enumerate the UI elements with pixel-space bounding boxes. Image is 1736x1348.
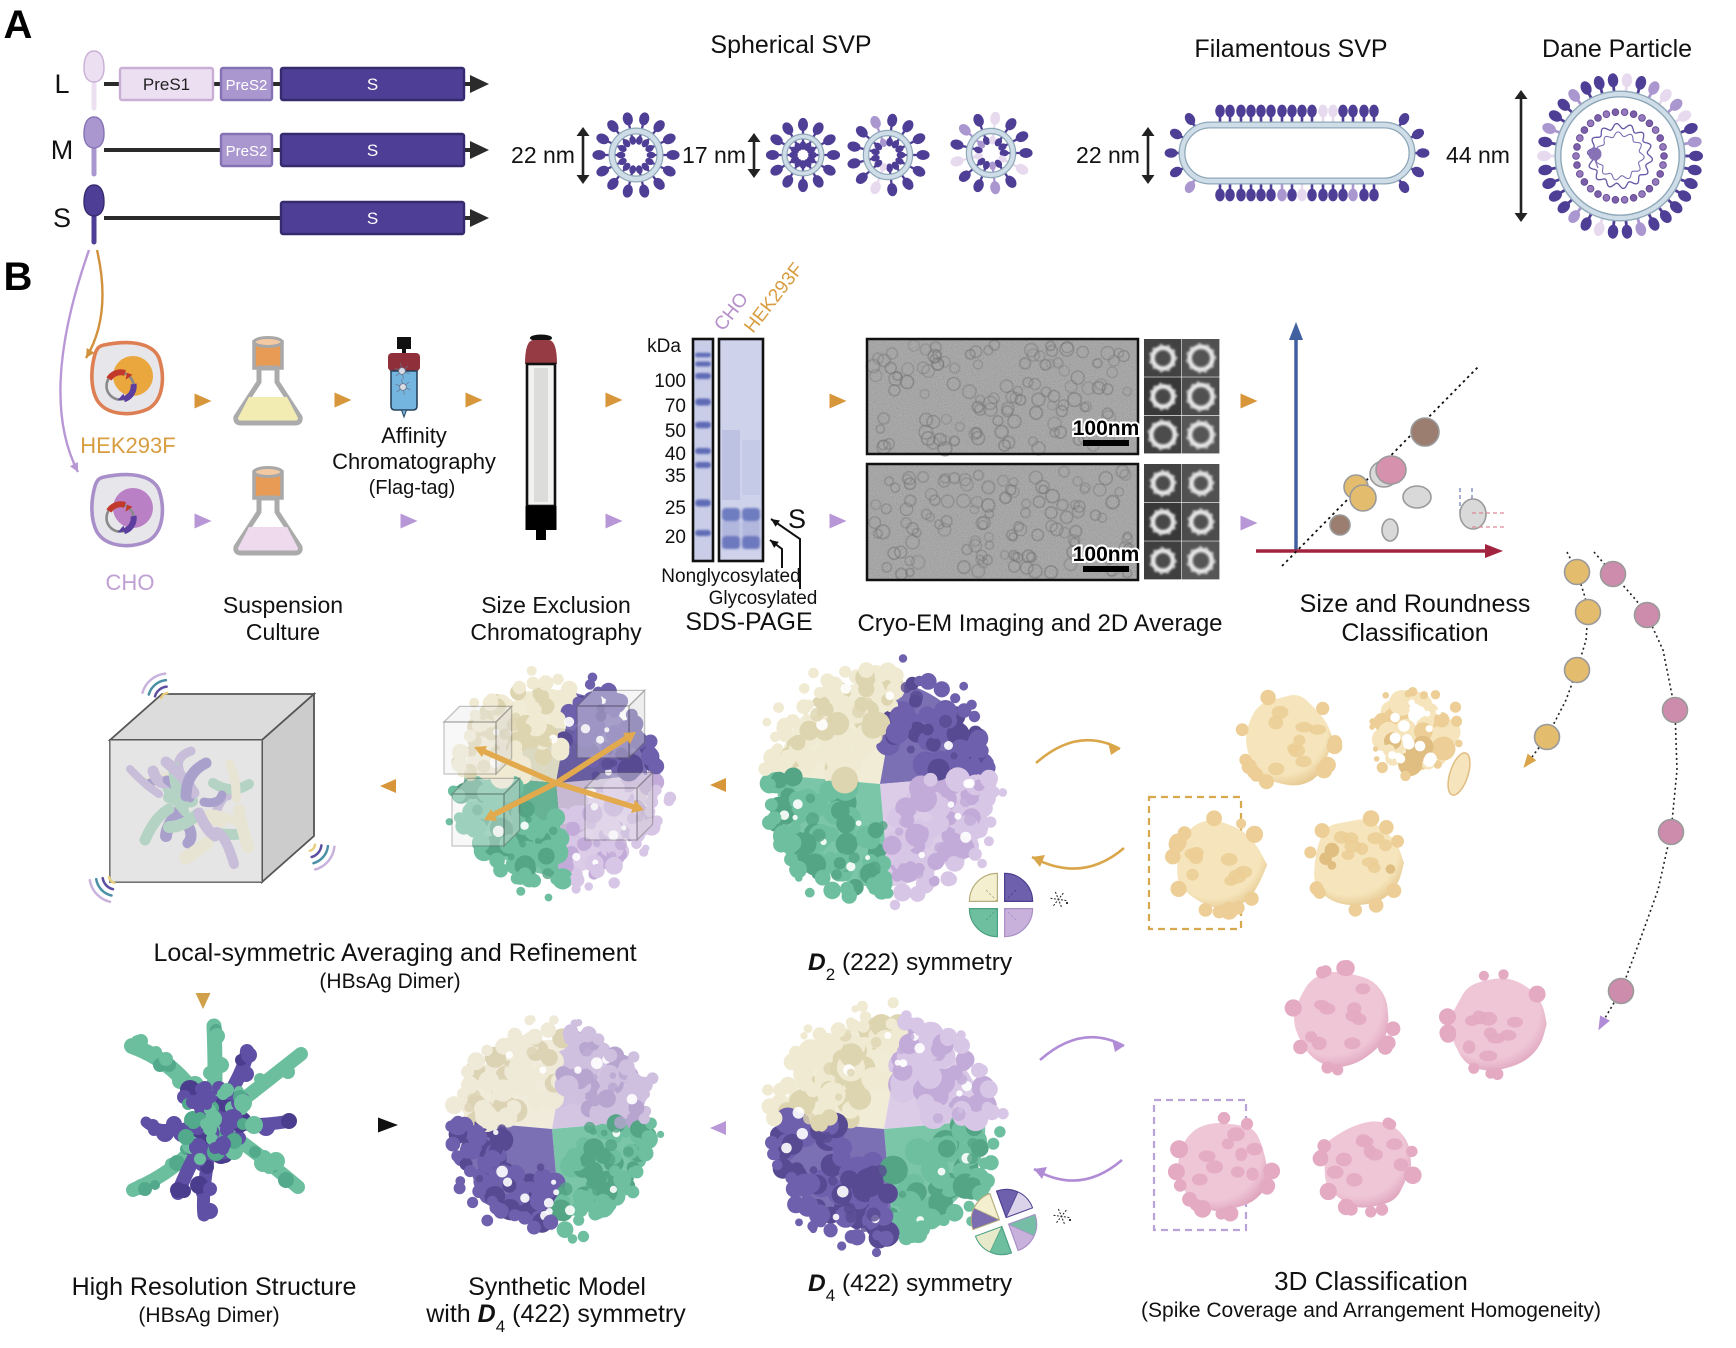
svg-text:20: 20 xyxy=(665,527,686,548)
svg-text:S: S xyxy=(367,209,378,228)
svg-text:S: S xyxy=(367,75,378,94)
svg-text:25: 25 xyxy=(665,498,686,519)
svg-text:35: 35 xyxy=(665,466,686,487)
svg-text:Size and Roundness: Size and Roundness xyxy=(1300,590,1531,618)
svg-text:100nm: 100nm xyxy=(1073,543,1140,566)
svg-text:HEK293F: HEK293F xyxy=(740,259,807,337)
svg-text:(Spike Coverage and Arrangemen: (Spike Coverage and Arrangement Homogene… xyxy=(1141,1299,1601,1322)
svg-text:PreS2: PreS2 xyxy=(226,77,268,94)
svg-text:A: A xyxy=(4,3,33,47)
svg-text:Nonglycosylated: Nonglycosylated xyxy=(661,566,800,587)
svg-text:Local-symmetric Averaging and: Local-symmetric Averaging and Refinement xyxy=(153,939,636,967)
svg-text:D4 (422) symmetry: D4 (422) symmetry xyxy=(808,1270,1013,1305)
svg-text:3D Classification: 3D Classification xyxy=(1274,1266,1468,1296)
svg-text:Classification: Classification xyxy=(1341,619,1488,647)
svg-text:S: S xyxy=(788,504,806,534)
svg-text:Chromatography: Chromatography xyxy=(332,449,496,474)
svg-text:40: 40 xyxy=(665,444,686,465)
svg-text:PreS1: PreS1 xyxy=(143,75,190,94)
svg-text:Size Exclusion: Size Exclusion xyxy=(481,592,631,618)
svg-text:Synthetic Model: Synthetic Model xyxy=(468,1273,646,1301)
svg-text:100: 100 xyxy=(654,371,686,392)
svg-text:17 nm: 17 nm xyxy=(682,142,746,168)
svg-text:PreS2: PreS2 xyxy=(226,143,268,160)
svg-text:High Resolution Structure: High Resolution Structure xyxy=(72,1273,357,1301)
svg-text:with D4 (422) symmetry: with D4 (422) symmetry xyxy=(425,1300,686,1336)
svg-text:SDS-PAGE: SDS-PAGE xyxy=(685,608,812,636)
svg-text:kDa: kDa xyxy=(647,336,681,357)
svg-text:Culture: Culture xyxy=(246,619,320,645)
svg-text:M: M xyxy=(51,135,74,165)
svg-text:(HBsAg Dimer): (HBsAg Dimer) xyxy=(138,1304,279,1327)
svg-text:CHO: CHO xyxy=(106,570,155,595)
svg-text:100nm: 100nm xyxy=(1073,417,1140,440)
svg-text:Affinity: Affinity xyxy=(381,423,447,448)
svg-text:L: L xyxy=(54,69,69,99)
svg-text:44 nm: 44 nm xyxy=(1446,142,1510,168)
svg-text:70: 70 xyxy=(665,396,686,417)
svg-text:Suspension: Suspension xyxy=(223,592,343,618)
svg-text:(Flag-tag): (Flag-tag) xyxy=(369,477,456,499)
svg-text:Cryo-EM Imaging and 2D Average: Cryo-EM Imaging and 2D Average xyxy=(857,610,1222,637)
svg-text:22 nm: 22 nm xyxy=(511,142,575,168)
svg-text:B: B xyxy=(4,255,33,299)
svg-text:S: S xyxy=(53,203,71,233)
svg-text:HEK293F: HEK293F xyxy=(80,433,175,458)
svg-text:Glycosylated: Glycosylated xyxy=(709,588,818,609)
svg-text:Dane Particle: Dane Particle xyxy=(1542,35,1692,63)
svg-text:Spherical SVP: Spherical SVP xyxy=(710,31,871,59)
svg-text:D2 (222) symmetry: D2 (222) symmetry xyxy=(808,949,1013,984)
svg-text:Filamentous SVP: Filamentous SVP xyxy=(1194,35,1387,63)
svg-text:(HBsAg Dimer): (HBsAg Dimer) xyxy=(319,970,460,993)
svg-text:50: 50 xyxy=(665,421,686,442)
svg-text:Chromatography: Chromatography xyxy=(470,619,642,645)
svg-text:S: S xyxy=(367,141,378,160)
svg-text:22 nm: 22 nm xyxy=(1076,142,1140,168)
